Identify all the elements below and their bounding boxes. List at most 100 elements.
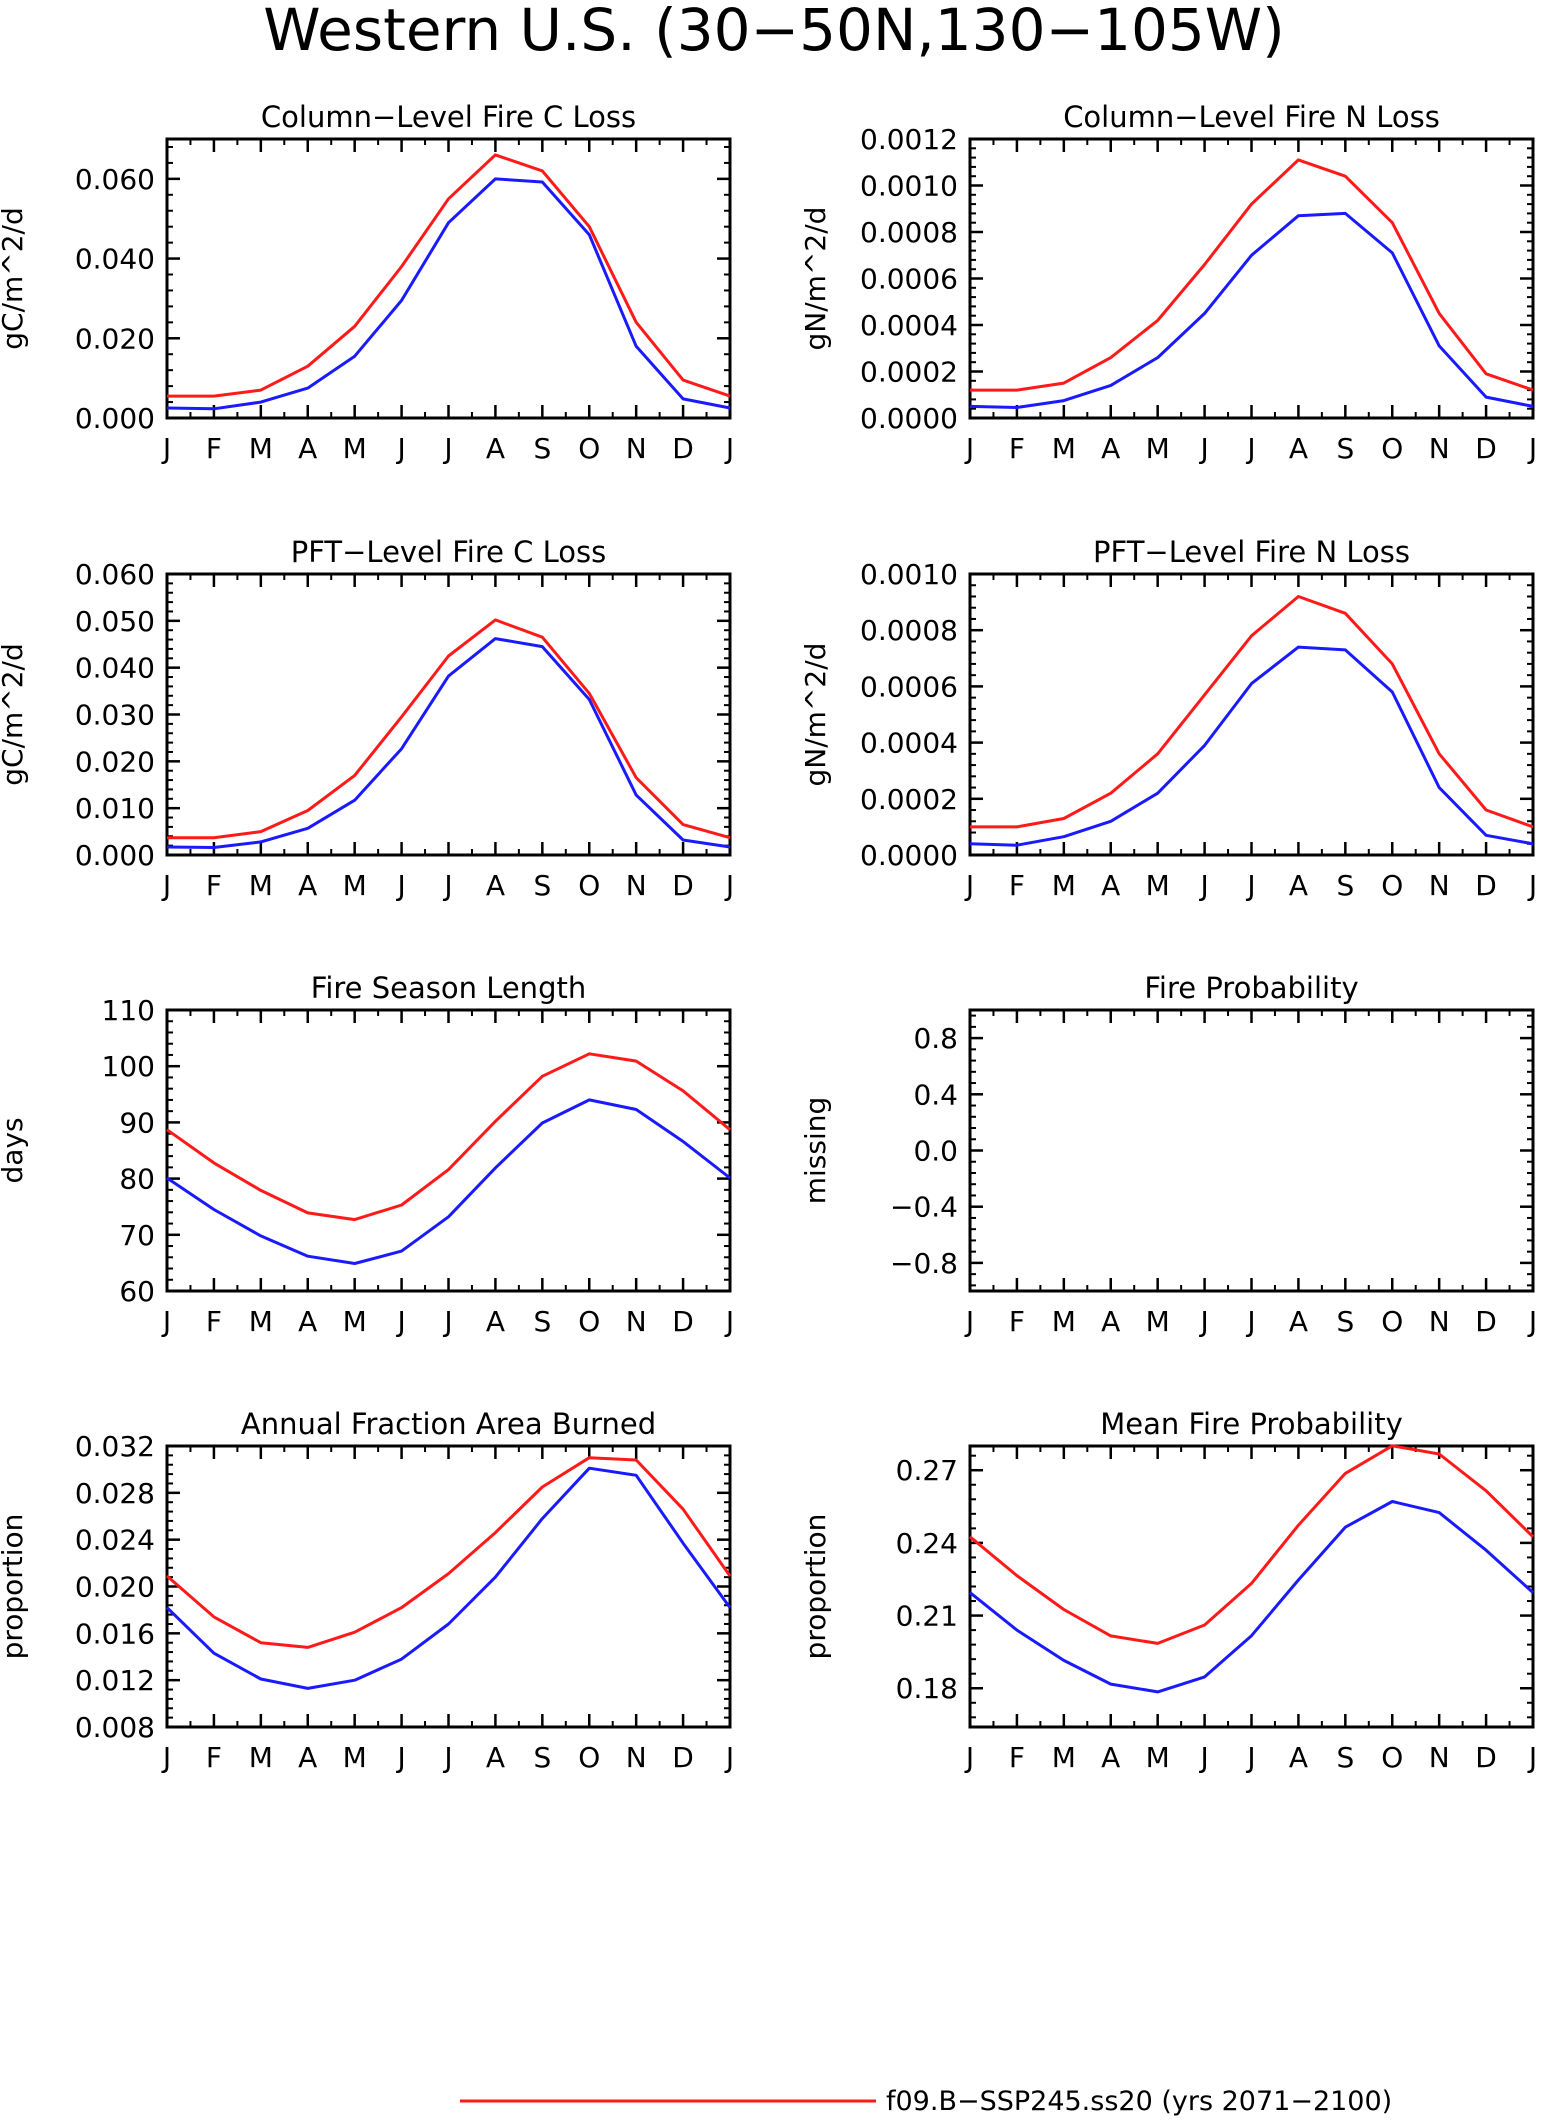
y-axis-label: gC/m^2/d — [0, 643, 29, 786]
x-tick-label: N — [626, 869, 647, 902]
x-tick-label: S — [533, 1741, 551, 1774]
y-tick-label: 0.0006 — [860, 263, 958, 296]
x-tick-label: M — [1052, 869, 1076, 902]
plot-frame — [968, 1008, 1535, 1293]
x-tick-label: M — [343, 1741, 367, 1774]
x-tick-label: J — [964, 1305, 974, 1338]
x-tick-label: D — [672, 1305, 694, 1338]
x-tick-label: J — [1527, 869, 1537, 902]
y-tick-label: 0.020 — [75, 1571, 155, 1604]
x-tick-label: J — [395, 432, 405, 465]
series-line-blue — [165, 1466, 732, 1690]
series-line-blue — [969, 645, 1534, 847]
x-tick-label: D — [672, 1741, 694, 1774]
x-tick-label: J — [1198, 1305, 1208, 1338]
y-tick-label: 0.0002 — [860, 356, 958, 389]
y-tick-label: 0.0004 — [860, 727, 958, 760]
plot-frame — [968, 572, 1535, 857]
y-axis-label: missing — [799, 1097, 832, 1205]
x-tick-label: N — [626, 1741, 647, 1774]
x-tick-label: N — [626, 1305, 647, 1338]
y-tick-label: 0.27 — [896, 1454, 958, 1487]
y-tick-label: 0.060 — [75, 163, 155, 196]
series-line-blue — [166, 177, 731, 411]
y-tick-label: 0.024 — [75, 1524, 155, 1557]
x-tick-label: F — [1009, 1305, 1025, 1338]
x-tick-label: S — [533, 432, 551, 465]
y-tick-label: 0.000 — [75, 402, 155, 435]
x-tick-label: J — [395, 1741, 405, 1774]
x-tick-label: D — [672, 869, 694, 902]
x-tick-label: F — [206, 869, 222, 902]
y-tick-label: 60 — [119, 1275, 155, 1308]
x-tick-label: N — [1429, 1741, 1450, 1774]
x-tick-label: J — [1198, 1741, 1208, 1774]
x-tick-label: J — [442, 1305, 452, 1338]
y-tick-label: 0.010 — [75, 792, 155, 825]
x-tick-label: A — [1101, 1305, 1120, 1338]
x-tick-label: F — [1009, 432, 1025, 465]
series-line-red — [970, 158, 1534, 392]
x-tick-label: J — [442, 1741, 452, 1774]
plot-frame — [165, 572, 732, 857]
plot-frame — [968, 137, 1535, 420]
y-tick-label: 0.0000 — [860, 839, 958, 872]
x-tick-label: A — [1289, 1741, 1308, 1774]
y-axis-label: days — [0, 1117, 29, 1183]
x-tick-label: M — [1052, 432, 1076, 465]
y-tick-label: 0.0000 — [860, 402, 958, 435]
y-axis-label: gC/m^2/d — [0, 207, 29, 350]
y-tick-label: 0.008 — [75, 1711, 155, 1744]
y-tick-label: 0.0010 — [860, 558, 958, 591]
x-tick-label: D — [1475, 432, 1497, 465]
y-tick-label: −0.4 — [890, 1191, 958, 1224]
x-tick-label: A — [1289, 432, 1308, 465]
x-tick-label: J — [395, 869, 405, 902]
y-tick-label: 70 — [119, 1219, 155, 1252]
x-tick-label: O — [1381, 432, 1403, 465]
x-tick-label: S — [1336, 869, 1354, 902]
x-tick-label: J — [161, 1741, 171, 1774]
chart-panel: J F M A M J J A S O N D J0.00000.00020.00040.00060.0… — [799, 100, 1537, 465]
series-line-red — [166, 1052, 731, 1222]
series-line-blue — [969, 1500, 1535, 1694]
x-tick-label: A — [298, 432, 317, 465]
x-tick-label: F — [206, 432, 222, 465]
x-tick-label: J — [161, 432, 171, 465]
x-tick-label: D — [1475, 1741, 1497, 1774]
y-tick-label: 0.060 — [75, 558, 155, 591]
x-tick-label: J — [1245, 869, 1255, 902]
x-tick-label: M — [249, 1741, 273, 1774]
y-tick-label: 0.0008 — [860, 216, 958, 249]
x-tick-label: O — [578, 1741, 600, 1774]
x-tick-label: F — [206, 1305, 222, 1338]
panel-title: Mean Fire Probability — [1100, 1407, 1403, 1441]
x-tick-label: M — [249, 869, 273, 902]
panel-title: PFT−Level Fire N Loss — [1093, 535, 1410, 569]
x-tick-label: O — [1381, 869, 1403, 902]
x-tick-label: S — [1336, 1741, 1354, 1774]
x-tick-label: A — [486, 1305, 505, 1338]
x-tick-label: D — [672, 432, 694, 465]
y-tick-label: 80 — [119, 1163, 155, 1196]
x-tick-label: J — [161, 1305, 171, 1338]
x-tick-label: J — [161, 869, 171, 902]
panel-title: Fire Season Length — [311, 971, 586, 1005]
panels: J F M A M J J A S O N D J0.0000.0200.0400.060gC/m^2/… — [0, 100, 1537, 1774]
y-tick-label: 0.0002 — [860, 783, 958, 816]
x-tick-label: O — [1381, 1305, 1403, 1338]
x-tick-label: O — [578, 432, 600, 465]
y-axis-label: proportion — [0, 1514, 29, 1660]
figure-title: Western U.S. (30−50N,130−105W) — [263, 0, 1285, 64]
x-tick-label: J — [1245, 1741, 1255, 1774]
y-tick-label: 0.032 — [75, 1430, 155, 1463]
x-tick-label: N — [1429, 432, 1450, 465]
panel-title: Column−Level Fire N Loss — [1063, 100, 1440, 134]
x-tick-label: A — [486, 869, 505, 902]
panel-title: Column−Level Fire C Loss — [261, 100, 636, 134]
x-tick-label: M — [1052, 1741, 1076, 1774]
chart-panel: J F M A M J J A S O N D J0.00000.00020.00040.00060.0… — [799, 535, 1537, 902]
x-tick-label: J — [395, 1305, 405, 1338]
